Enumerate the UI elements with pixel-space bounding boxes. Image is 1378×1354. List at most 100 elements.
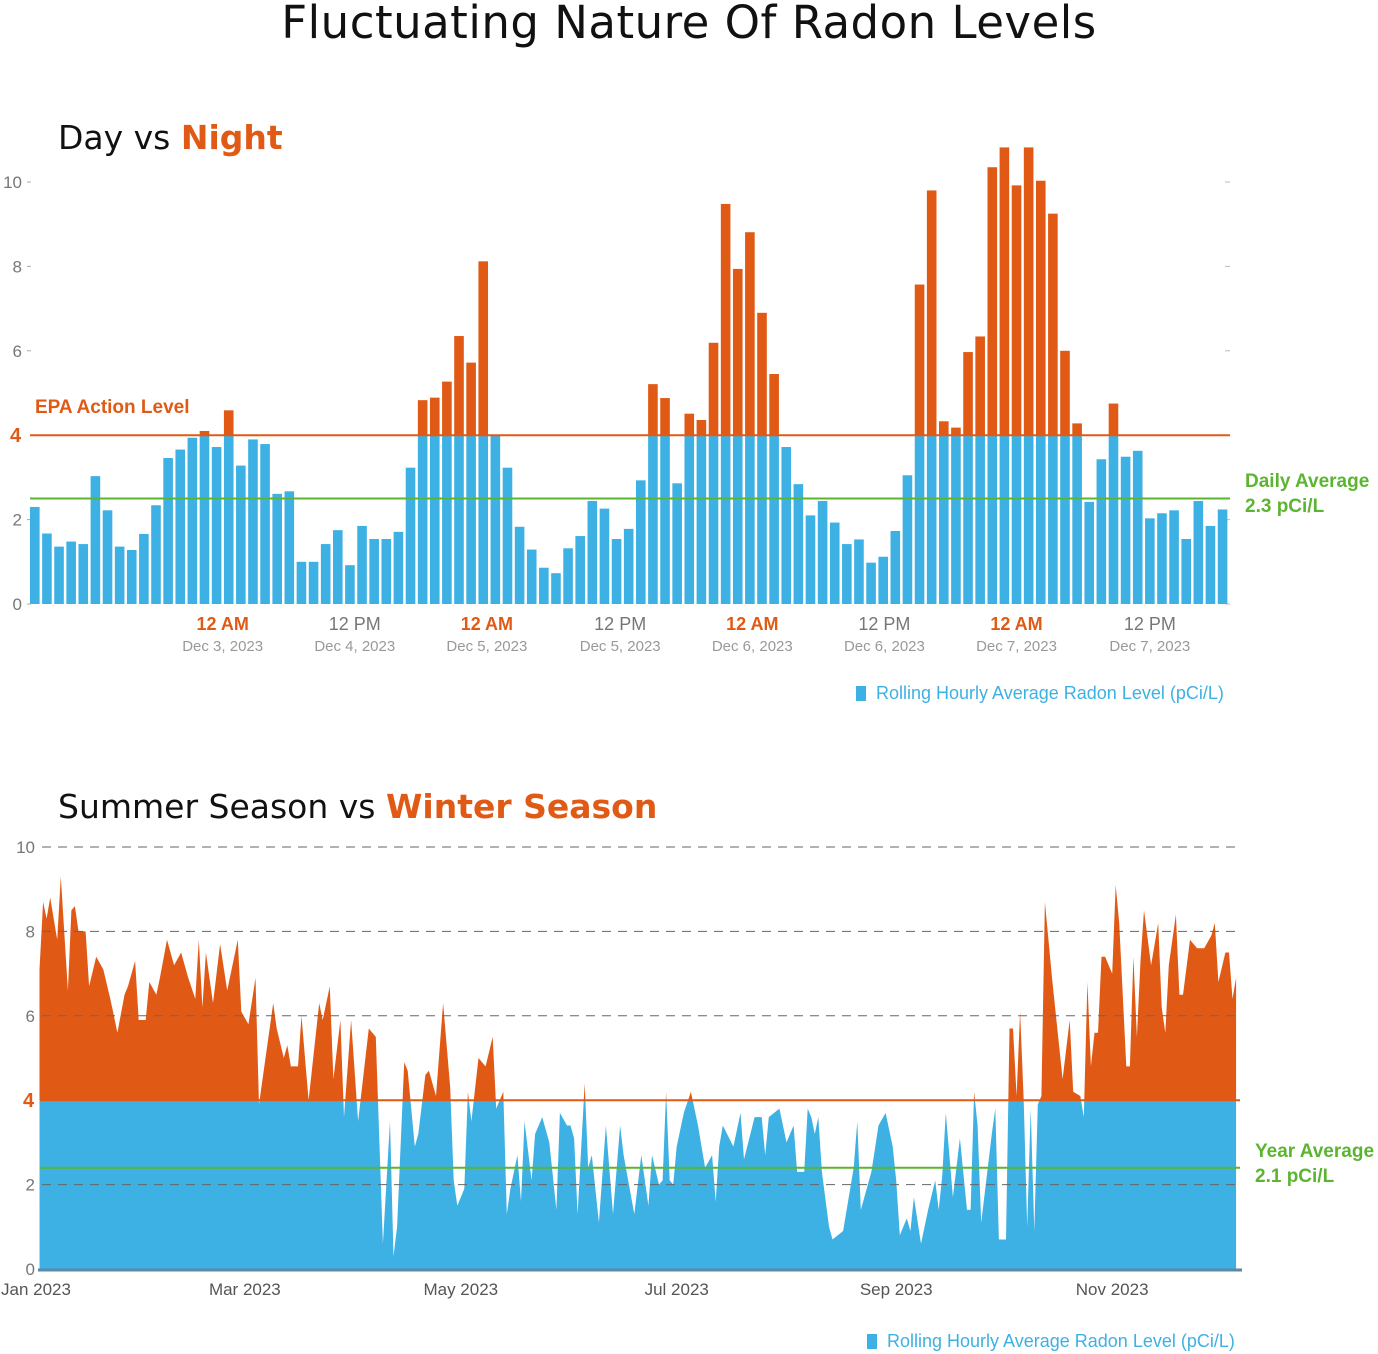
y-tick-label: 10: [16, 838, 35, 857]
bar-below-threshold: [223, 435, 234, 604]
bar-below-threshold: [975, 435, 985, 604]
bar-below-threshold: [1205, 525, 1216, 604]
x-tick-time: 12 AM: [461, 614, 513, 634]
x-tick-label: Nov 2023: [1076, 1280, 1149, 1299]
bar-above-threshold: [1060, 350, 1070, 436]
bar-above-threshold: [1035, 180, 1046, 436]
area-above-threshold: [39, 876, 1237, 1101]
bar-above-threshold: [429, 397, 440, 436]
bar-below-threshold: [926, 435, 937, 604]
bar-below-threshold: [866, 562, 876, 604]
bar-above-threshold: [1072, 423, 1082, 436]
bar-below-threshold: [854, 539, 864, 604]
x-tick-date: Dec 5, 2023: [446, 638, 527, 655]
bar-below-threshold: [1084, 501, 1095, 604]
bar-above-threshold: [417, 400, 428, 436]
bar-below-threshold: [1011, 435, 1022, 604]
x-tick-time: 12 AM: [990, 614, 1042, 634]
bar-below-threshold: [42, 533, 52, 604]
bar-below-threshold: [345, 565, 355, 604]
bar-above-threshold: [1011, 185, 1022, 436]
chart1-legend: Rolling Hourly Average Radon Level (pCi/…: [856, 683, 1224, 704]
bar-below-threshold: [551, 573, 561, 604]
bar-above-threshold: [199, 430, 210, 436]
bar-above-threshold: [466, 362, 476, 436]
bar-below-threshold: [1060, 435, 1070, 604]
y-tick-label: 2: [13, 511, 22, 530]
bar-below-threshold: [1193, 501, 1204, 604]
bar-below-threshold: [478, 435, 489, 604]
bar-above-threshold: [1023, 147, 1034, 436]
x-tick-date: Dec 3, 2023: [182, 638, 263, 655]
x-tick-time: 12 PM: [1124, 614, 1176, 634]
bar-below-threshold: [757, 435, 767, 604]
bar-below-threshold: [296, 561, 307, 604]
bar-below-threshold: [587, 501, 598, 604]
y-tick-label: 6: [13, 342, 22, 361]
bar-below-threshold: [333, 530, 343, 604]
bar-below-threshold: [514, 526, 525, 604]
bar-below-threshold: [236, 465, 246, 604]
bar-below-threshold: [599, 508, 610, 604]
bar-below-threshold: [526, 549, 537, 604]
bar-below-threshold: [187, 437, 198, 604]
bar-below-threshold: [54, 546, 64, 604]
chart1-title: Day vs Night: [58, 118, 283, 157]
x-tick-date: Dec 6, 2023: [712, 638, 793, 655]
bar-below-threshold: [1108, 435, 1119, 604]
bar-above-threshold: [963, 352, 973, 436]
bar-below-threshold: [1217, 509, 1228, 604]
bar-below-threshold: [284, 491, 295, 604]
x-tick-label: Jan 2023: [1, 1280, 71, 1299]
chart1-title-part1: Day vs: [58, 118, 181, 157]
bar-above-threshold: [648, 384, 658, 436]
bar-below-threshold: [963, 435, 973, 604]
bar-below-threshold: [648, 435, 658, 604]
bar-below-threshold: [575, 536, 585, 604]
bar-below-threshold: [611, 539, 622, 604]
daily-average-value: 2.3 pCi/L: [1245, 496, 1325, 517]
x-tick-label: May 2023: [423, 1280, 498, 1299]
bar-below-threshold: [102, 510, 113, 604]
bar-above-threshold: [745, 232, 755, 436]
bar-below-threshold: [381, 539, 392, 604]
bar-below-threshold: [623, 528, 634, 604]
bar-below-threshold: [1035, 435, 1046, 604]
bar-above-threshold: [914, 284, 925, 436]
y-tick-label: 0: [13, 595, 22, 614]
chart1-legend-label: Rolling Hourly Average Radon Level (pCi/…: [876, 683, 1224, 703]
bar-below-threshold: [139, 533, 149, 604]
bar-below-threshold: [30, 506, 40, 604]
bar-below-threshold: [672, 483, 682, 604]
bar-below-threshold: [417, 435, 428, 604]
bar-below-threshold: [769, 435, 779, 604]
bar-below-threshold: [636, 480, 646, 604]
bar-below-threshold: [745, 435, 755, 604]
bar-below-threshold: [260, 444, 270, 604]
bar-below-threshold: [211, 447, 222, 604]
year-average-label: Year Average 2.1 pCi/L: [1255, 1139, 1374, 1189]
bar-below-threshold: [429, 435, 440, 604]
bar-below-threshold: [357, 525, 367, 604]
bar-below-threshold: [151, 505, 161, 604]
bar-above-threshold: [975, 336, 985, 436]
chart2-title: Summer Season vs Winter Season: [58, 787, 657, 826]
bar-above-threshold: [732, 268, 743, 436]
bar-below-threshold: [829, 522, 840, 604]
bar-below-threshold: [1096, 459, 1107, 604]
year-average-value: 2.1 pCi/L: [1255, 1166, 1335, 1187]
bar-above-threshold: [757, 312, 767, 436]
bar-below-threshold: [1145, 518, 1155, 604]
legend-swatch-icon: [856, 686, 866, 701]
bar-below-threshold: [817, 501, 828, 604]
bar-above-threshold: [696, 420, 707, 436]
bar-below-threshold: [987, 435, 998, 604]
bar-below-threshold: [951, 435, 961, 604]
bar-above-threshold: [442, 381, 452, 436]
x-tick-time: 12 PM: [594, 614, 646, 634]
bar-below-threshold: [78, 544, 89, 604]
year-average-title: Year Average: [1255, 1141, 1375, 1162]
main-title: Fluctuating Nature Of Radon Levels: [281, 0, 1097, 49]
threshold-tick-label: 4: [23, 1090, 35, 1112]
